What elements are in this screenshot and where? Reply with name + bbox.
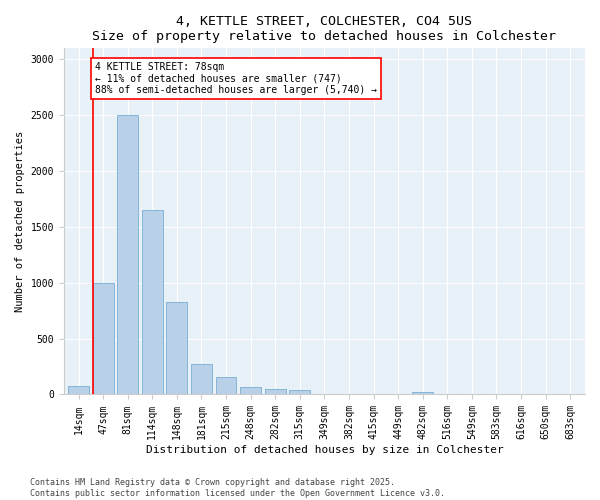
Bar [289,390,310,394]
Bar [215,377,236,394]
Bar [117,116,138,394]
Bar [166,302,187,394]
Bar [240,387,261,394]
Bar [191,364,212,394]
Bar [142,210,163,394]
Title: 4, KETTLE STREET, COLCHESTER, CO4 5US
Size of property relative to detached hous: 4, KETTLE STREET, COLCHESTER, CO4 5US Si… [92,15,556,43]
Bar [265,390,286,394]
Text: 4 KETTLE STREET: 78sqm
← 11% of detached houses are smaller (747)
88% of semi-de: 4 KETTLE STREET: 78sqm ← 11% of detached… [95,62,377,95]
Bar [92,283,113,395]
Bar [412,392,433,394]
Y-axis label: Number of detached properties: Number of detached properties [15,131,25,312]
Bar [68,386,89,394]
Text: Contains HM Land Registry data © Crown copyright and database right 2025.
Contai: Contains HM Land Registry data © Crown c… [30,478,445,498]
X-axis label: Distribution of detached houses by size in Colchester: Distribution of detached houses by size … [146,445,503,455]
